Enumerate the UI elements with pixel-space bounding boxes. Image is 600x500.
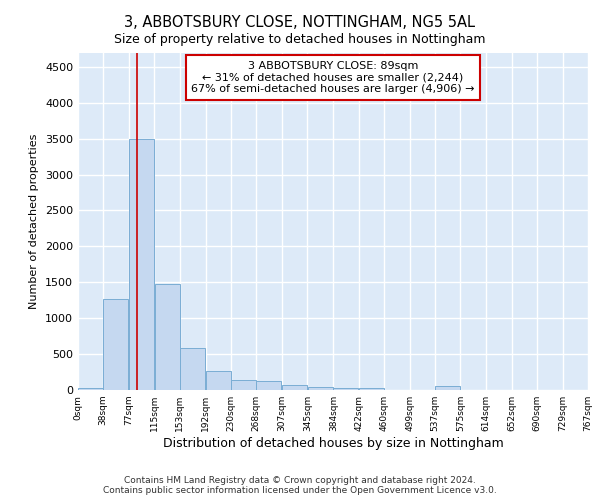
Bar: [282, 384, 307, 390]
Y-axis label: Number of detached properties: Number of detached properties: [29, 134, 40, 309]
Bar: [231, 380, 256, 390]
Text: 3 ABBOTSBURY CLOSE: 89sqm
← 31% of detached houses are smaller (2,244)
67% of se: 3 ABBOTSBURY CLOSE: 89sqm ← 31% of detac…: [191, 61, 475, 94]
Bar: [334, 388, 358, 390]
Bar: [180, 348, 205, 390]
Bar: [206, 372, 231, 390]
Text: Size of property relative to detached houses in Nottingham: Size of property relative to detached ho…: [114, 32, 486, 46]
Bar: [308, 387, 332, 390]
X-axis label: Distribution of detached houses by size in Nottingham: Distribution of detached houses by size …: [163, 437, 503, 450]
Bar: [155, 284, 179, 390]
Bar: [78, 388, 103, 390]
Text: 3, ABBOTSBURY CLOSE, NOTTINGHAM, NG5 5AL: 3, ABBOTSBURY CLOSE, NOTTINGHAM, NG5 5AL: [125, 15, 476, 30]
Text: Contains HM Land Registry data © Crown copyright and database right 2024.
Contai: Contains HM Land Registry data © Crown c…: [103, 476, 497, 495]
Bar: [129, 138, 154, 390]
Bar: [359, 388, 384, 390]
Bar: [435, 386, 460, 390]
Bar: [103, 299, 128, 390]
Bar: [256, 380, 281, 390]
